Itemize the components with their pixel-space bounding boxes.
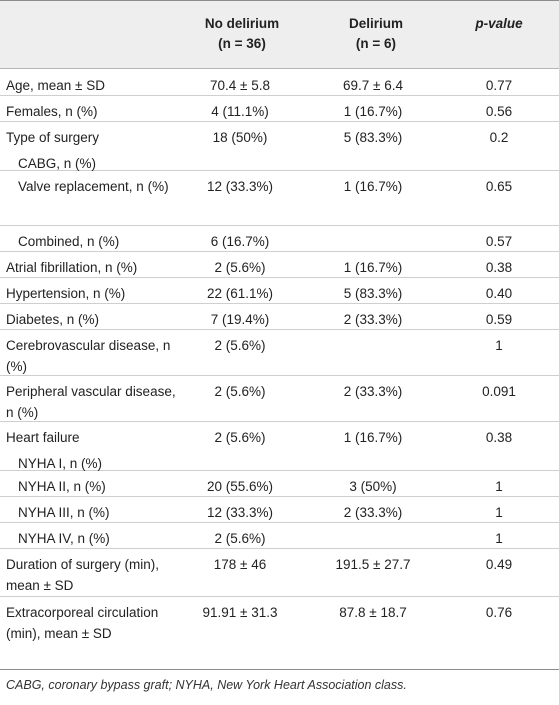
header-no-delirium: No delirium (n = 36) bbox=[152, 14, 332, 54]
no-delirium-value: 178 ± 46 bbox=[213, 557, 267, 572]
row-label: Valve replacement, n (%) bbox=[18, 179, 169, 194]
table-row: NYHA II, n (%) 20 (55.6%) 3 (50%) 1 bbox=[0, 470, 559, 497]
row-label: Extracorporeal circulation (min), mean ±… bbox=[6, 605, 159, 641]
no-delirium-value: 22 (61.1%) bbox=[206, 286, 274, 301]
row-label: Type of surgery bbox=[6, 130, 100, 145]
table-row: NYHA III, n (%) 12 (33.3%) 2 (33.3%) 1 bbox=[0, 496, 559, 523]
delirium-value: 3 (50%) bbox=[349, 479, 397, 494]
table-row: Females, n (%) 4 (11.1%) 1 (16.7%) 0.56 bbox=[0, 95, 559, 122]
delirium-value: 1 (16.7%) bbox=[343, 430, 403, 445]
table-row: Diabetes, n (%) 7 (19.4%) 2 (33.3%) 0.59 bbox=[0, 303, 559, 330]
no-delirium-value: 18 (50%) bbox=[212, 130, 268, 145]
p-value: 1 bbox=[495, 505, 503, 520]
header-no-delirium-name: No delirium bbox=[204, 16, 280, 31]
delirium-value: 2 (33.3%) bbox=[343, 505, 403, 520]
table-header: No delirium (n = 36) Delirium (n = 6) p-… bbox=[0, 1, 559, 69]
header-delirium-name: Delirium bbox=[348, 16, 403, 31]
table-top-rule bbox=[0, 0, 559, 1]
table-bottom-rule bbox=[0, 669, 559, 670]
table-row: NYHA I, n (%) bbox=[0, 447, 559, 471]
row-label: Heart failure bbox=[6, 430, 80, 445]
row-label: Peripheral vascular disease, n (%) bbox=[6, 384, 176, 420]
p-value: 0.59 bbox=[485, 312, 513, 327]
p-value: 0.56 bbox=[485, 104, 513, 119]
p-value: 1 bbox=[495, 479, 503, 494]
row-label: Hypertension, n (%) bbox=[6, 286, 126, 301]
no-delirium-value: 7 (19.4%) bbox=[210, 312, 270, 327]
header-delirium-n: (n = 6) bbox=[355, 36, 397, 51]
delirium-value: 1 (16.7%) bbox=[343, 104, 403, 119]
row-label: CABG, n (%) bbox=[18, 156, 97, 171]
header-p-value-label: p-value bbox=[475, 16, 523, 31]
row-label: Combined, n (%) bbox=[18, 234, 120, 249]
no-delirium-value: 91.91 ± 31.3 bbox=[202, 605, 278, 620]
p-value: 1 bbox=[495, 531, 503, 546]
table-row: Duration of surgery (min), mean ± SD 178 … bbox=[0, 548, 559, 597]
no-delirium-value: 6 (16.7%) bbox=[210, 234, 270, 249]
row-label: Age, mean ± SD bbox=[6, 78, 105, 93]
delirium-value: 2 (33.3%) bbox=[343, 384, 403, 399]
table-row: Extracorporeal circulation (min), mean ±… bbox=[0, 596, 559, 663]
no-delirium-value: 70.4 ± 5.8 bbox=[210, 78, 270, 93]
delirium-value: 5 (83.3%) bbox=[343, 130, 403, 145]
row-label: Atrial fibrillation, n (%) bbox=[6, 260, 138, 275]
p-value: 0.38 bbox=[485, 260, 513, 275]
table-row: Heart failure 2 (5.6%) 1 (16.7%) 0.38 bbox=[0, 421, 559, 447]
delirium-value: 87.8 ± 18.7 bbox=[339, 605, 407, 620]
table-row: Peripheral vascular disease, n (%) 2 (5.6… bbox=[0, 375, 559, 422]
delirium-value: 5 (83.3%) bbox=[343, 286, 403, 301]
table-row: Hypertension, n (%) 22 (61.1%) 5 (83.3%) 0.… bbox=[0, 277, 559, 304]
delirium-value: 1 (16.7%) bbox=[343, 260, 403, 275]
p-value: 0.65 bbox=[485, 179, 513, 194]
row-label: Diabetes, n (%) bbox=[6, 312, 100, 327]
no-delirium-value: 20 (55.6%) bbox=[206, 479, 274, 494]
table-row: NYHA IV, n (%) 2 (5.6%) 1 bbox=[0, 522, 559, 549]
delirium-value: 69.7 ± 6.4 bbox=[343, 78, 403, 93]
no-delirium-value: 2 (5.6%) bbox=[214, 338, 266, 353]
table-row: CABG, n (%) bbox=[0, 147, 559, 171]
row-label: NYHA I, n (%) bbox=[18, 456, 103, 471]
row-label: NYHA IV, n (%) bbox=[18, 531, 110, 546]
p-value: 0.76 bbox=[485, 605, 513, 620]
delirium-value: 2 (33.3%) bbox=[343, 312, 403, 327]
p-value: 0.38 bbox=[485, 430, 513, 445]
row-label: Cerebrovascular disease, n (%) bbox=[6, 338, 171, 374]
no-delirium-value: 2 (5.6%) bbox=[214, 531, 266, 546]
p-value: 1 bbox=[495, 338, 503, 353]
table-row: Combined, n (%) 6 (16.7%) 0.57 bbox=[0, 225, 559, 252]
p-value: 0.57 bbox=[485, 234, 513, 249]
no-delirium-value: 12 (33.3%) bbox=[206, 179, 274, 194]
p-value: 0.2 bbox=[489, 130, 509, 145]
no-delirium-value: 2 (5.6%) bbox=[214, 384, 266, 399]
p-value: 0.40 bbox=[485, 286, 513, 301]
p-value: 0.49 bbox=[485, 557, 513, 572]
no-delirium-value: 2 (5.6%) bbox=[214, 430, 266, 445]
no-delirium-value: 4 (11.1%) bbox=[211, 104, 269, 119]
table-row: Valve replacement, n (%) 12 (33.3%) 1 (16.… bbox=[0, 170, 559, 226]
header-no-delirium-n: (n = 36) bbox=[218, 36, 266, 51]
row-label: Females, n (%) bbox=[6, 104, 98, 119]
table-row: Age, mean ± SD 70.4 ± 5.8 69.7 ± 6.4 0.77 bbox=[0, 69, 559, 96]
table-row: Cerebrovascular disease, n (%) 2 (5.6%) 1 bbox=[0, 329, 559, 376]
delirium-value: 1 (16.7%) bbox=[343, 179, 403, 194]
p-value: 0.77 bbox=[485, 78, 513, 93]
delirium-value: 191.5 ± 27.7 bbox=[335, 557, 411, 572]
table-footnote: CABG, coronary bypass graft; NYHA, New Y… bbox=[6, 678, 407, 692]
row-label: NYHA II, n (%) bbox=[18, 479, 106, 494]
header-p-value: p-value bbox=[440, 14, 558, 34]
no-delirium-value: 12 (33.3%) bbox=[206, 505, 274, 520]
p-value: 0.091 bbox=[482, 384, 516, 399]
row-label: NYHA III, n (%) bbox=[18, 505, 110, 520]
table-row: Atrial fibrillation, n (%) 2 (5.6%) 1 (16.… bbox=[0, 251, 559, 278]
no-delirium-value: 2 (5.6%) bbox=[214, 260, 266, 275]
table-row: Type of surgery 18 (50%) 5 (83.3%) 0.2 bbox=[0, 121, 559, 147]
header-delirium: Delirium (n = 6) bbox=[306, 14, 446, 54]
row-label: Duration of surgery (min), mean ± SD bbox=[6, 557, 160, 593]
